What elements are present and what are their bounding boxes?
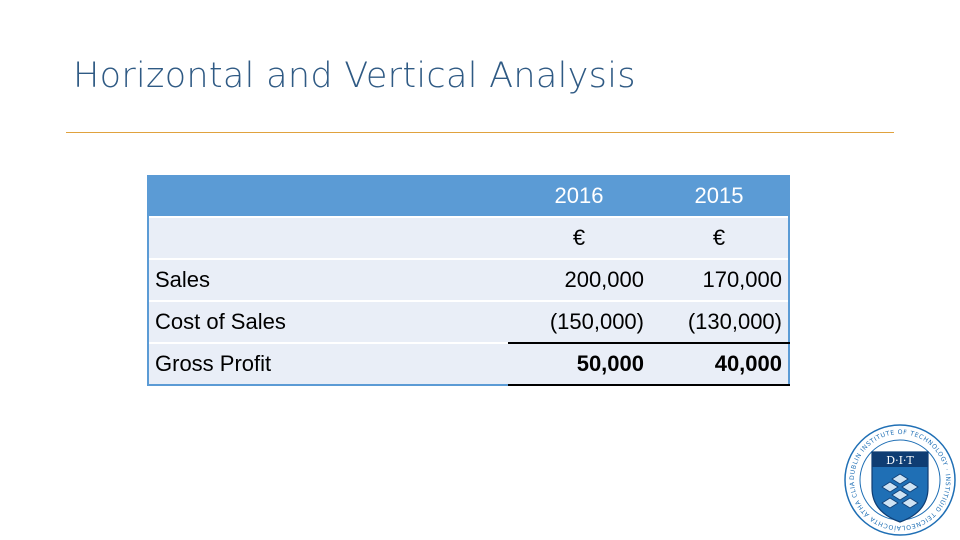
- income-statement-table: 2016 2015 € € Sales 200,000 170,000 Cost…: [147, 175, 790, 386]
- table-row-cost-of-sales: Cost of Sales (150,000) (130,000): [147, 300, 790, 344]
- logo-emblem-text: D·I·T: [886, 454, 914, 467]
- value-2016: (150,000): [508, 300, 650, 344]
- title-divider: [66, 132, 894, 133]
- currency-label-cell: [147, 216, 508, 259]
- slide-title: Horizontal and Vertical Analysis: [73, 56, 636, 96]
- value-2015: (130,000): [650, 300, 790, 344]
- value-2015: 170,000: [650, 258, 790, 301]
- value-2016: 200,000: [508, 258, 650, 301]
- header-2016: 2016: [508, 175, 650, 217]
- table-row-sales: Sales 200,000 170,000: [147, 258, 790, 301]
- value-2016: 50,000: [508, 342, 650, 386]
- row-label: Gross Profit: [147, 342, 508, 386]
- currency-2015: €: [650, 216, 790, 259]
- value-2015: 40,000: [650, 342, 790, 386]
- currency-2016: €: [508, 216, 650, 259]
- header-2015: 2015: [650, 175, 790, 217]
- row-label: Sales: [147, 258, 508, 301]
- header-label-cell: [147, 175, 508, 217]
- table-row-gross-profit: Gross Profit 50,000 40,000: [147, 342, 790, 386]
- dit-logo-icon: DUBLIN INSTITUTE OF TECHNOLOGY · INSTITI…: [842, 422, 956, 536]
- table-header-row: 2016 2015: [147, 175, 790, 217]
- currency-row: € €: [147, 216, 790, 259]
- row-label: Cost of Sales: [147, 300, 508, 343]
